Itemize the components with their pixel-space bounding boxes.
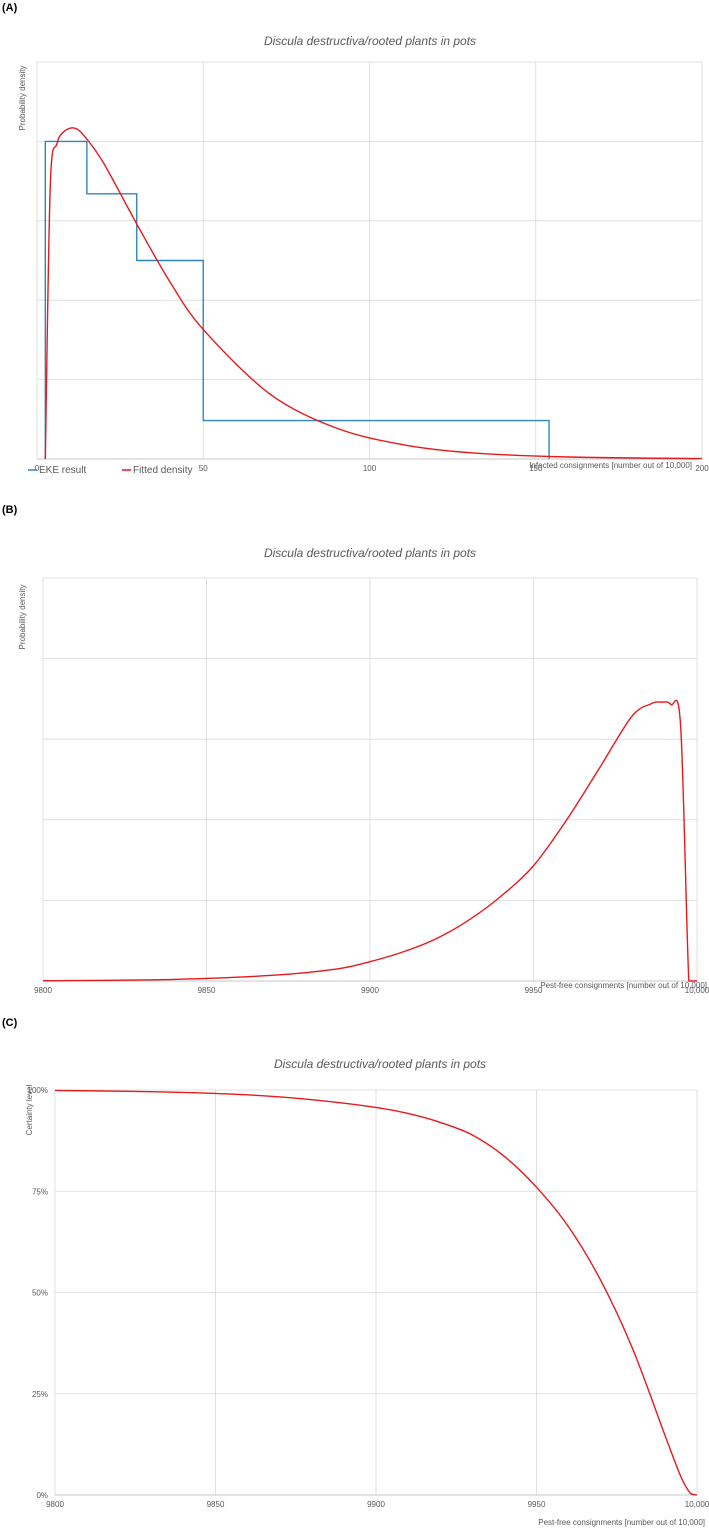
panel-label-b: (B) xyxy=(2,504,18,516)
x-ticks-a: 0 50 100 150 200 xyxy=(35,464,709,473)
x-tick-label-b: 9950 xyxy=(525,986,543,995)
x-axis-label-a: Infected consignments [number out of 10,… xyxy=(529,461,692,470)
gridlines-b xyxy=(42,577,698,982)
x-tick-label-c: 9800 xyxy=(46,1500,64,1509)
x-tick-label-a: 50 xyxy=(199,464,208,473)
x-tick-label-b: 10,000 xyxy=(685,986,709,995)
panel-label-a: (A) xyxy=(2,2,18,14)
fitted-density-line-b xyxy=(42,699,697,982)
y-tick-label-c: 0% xyxy=(36,1491,48,1500)
x-axis-label-c: Pest-free consignments [number out of 10… xyxy=(538,1518,705,1527)
y-axis-label-c: Certainty level xyxy=(25,1084,34,1135)
x-tick-label-a: 0 xyxy=(35,464,40,473)
y-axis-label-b: Probability density xyxy=(18,585,27,650)
y-tick-label-c: 100% xyxy=(28,1086,48,1095)
chart-title-c: Discula destructiva/rooted plants in pot… xyxy=(274,1057,486,1071)
chart-title-b: Discula destructiva/rooted plants in pot… xyxy=(264,546,476,560)
series-b xyxy=(42,699,697,982)
series-c xyxy=(54,1089,698,1496)
chart-panel-a: (A) Discula destructiva/rooted plants in… xyxy=(2,2,709,476)
legend: EKE result Fitted density xyxy=(28,465,192,476)
series-a xyxy=(44,127,703,460)
ticks-c: 9800 9850 9900 9950 10,000 0% 25% 50% 75% 100% xyxy=(28,1086,709,1509)
x-tick-label-a: 200 xyxy=(695,464,709,473)
chart-panel-c: (C) Discula destructiva/rooted plants in… xyxy=(2,1017,709,1527)
panel-label-c: (C) xyxy=(2,1017,18,1029)
y-tick-label-c: 75% xyxy=(32,1187,48,1196)
y-axis-label-a: Probability density xyxy=(18,66,27,131)
eke-result-line-a xyxy=(44,140,550,459)
legend-label-eke: EKE result xyxy=(39,465,86,476)
x-tick-label-c: 9900 xyxy=(367,1500,385,1509)
x-ticks-b: 9800 9850 9900 9950 10,000 xyxy=(34,986,709,995)
gridlines-a xyxy=(36,61,703,460)
fitted-density-line-c xyxy=(54,1089,698,1496)
legend-label-fitted: Fitted density xyxy=(133,465,192,476)
x-axis-label-b: Pest-free consignments [number out of 10… xyxy=(540,981,707,990)
chart-panel-b: (B) Discula destructiva/rooted plants in… xyxy=(2,504,709,995)
x-tick-label-b: 9850 xyxy=(198,986,216,995)
x-tick-label-a: 150 xyxy=(529,464,543,473)
x-tick-label-c: 9850 xyxy=(207,1500,225,1509)
gridlines-c xyxy=(54,1089,698,1496)
x-tick-label-a: 100 xyxy=(363,464,377,473)
x-tick-label-c: 10,000 xyxy=(685,1500,709,1509)
fitted-density-line-a xyxy=(44,127,703,460)
x-tick-label-c: 9950 xyxy=(528,1500,546,1509)
y-tick-label-c: 25% xyxy=(32,1390,48,1399)
x-tick-label-b: 9800 xyxy=(34,986,52,995)
y-tick-label-c: 50% xyxy=(32,1289,48,1298)
chart-title-a: Discula destructiva/rooted plants in pot… xyxy=(264,34,476,48)
x-tick-label-b: 9900 xyxy=(361,986,379,995)
